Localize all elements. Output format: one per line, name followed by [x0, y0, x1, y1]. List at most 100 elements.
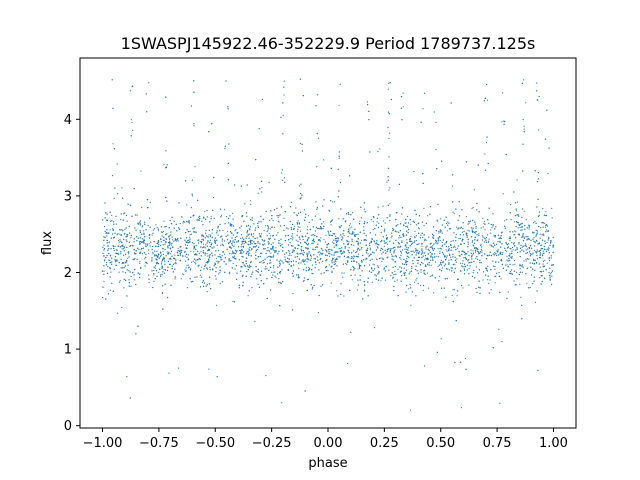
data-point: [340, 225, 342, 227]
data-point: [416, 249, 418, 251]
data-point: [492, 253, 494, 255]
data-point: [517, 233, 519, 235]
data-point: [234, 237, 236, 239]
data-point: [347, 250, 350, 252]
data-point: [179, 249, 181, 251]
data-point: [248, 252, 250, 254]
data-point: [252, 246, 254, 248]
data-point: [516, 201, 519, 203]
data-point: [277, 266, 279, 268]
data-point: [228, 273, 230, 275]
data-point: [279, 225, 282, 227]
data-point: [203, 246, 205, 248]
data-point: [526, 267, 528, 269]
data-point: [292, 245, 294, 247]
data-point: [301, 252, 303, 254]
data-point: [398, 246, 400, 248]
data-point: [435, 149, 437, 151]
data-point: [269, 235, 271, 237]
data-point: [517, 227, 519, 229]
data-point: [166, 200, 168, 202]
data-point: [518, 274, 521, 276]
data-point: [297, 220, 299, 222]
data-point: [112, 228, 114, 230]
data-point: [302, 250, 304, 252]
data-point: [480, 243, 482, 245]
data-point: [422, 108, 424, 110]
data-point: [359, 249, 361, 251]
data-point: [135, 214, 137, 216]
data-point: [126, 235, 128, 237]
data-point: [484, 238, 486, 240]
data-point: [301, 143, 303, 145]
data-point: [205, 244, 207, 246]
data-point: [397, 268, 399, 270]
data-point: [257, 226, 259, 228]
data-point: [140, 240, 142, 243]
data-point: [363, 232, 365, 234]
data-point: [183, 274, 185, 276]
data-point: [413, 242, 415, 244]
data-point: [113, 197, 115, 200]
data-point: [202, 234, 204, 236]
data-point: [488, 222, 490, 224]
data-point: [419, 251, 421, 253]
data-point: [118, 281, 121, 283]
data-point: [108, 248, 110, 250]
data-point: [444, 278, 446, 280]
data-point: [552, 246, 554, 248]
data-point: [121, 248, 123, 250]
data-point: [338, 226, 340, 228]
data-point: [145, 256, 147, 258]
data-point: [509, 247, 511, 250]
data-point: [204, 252, 206, 254]
data-point: [123, 213, 125, 215]
data-point: [415, 224, 418, 226]
data-point: [245, 212, 248, 214]
data-point: [215, 267, 217, 269]
data-point: [536, 290, 538, 292]
data-point: [463, 242, 465, 245]
data-point: [195, 231, 197, 233]
data-point: [202, 238, 205, 240]
data-point: [388, 269, 390, 271]
data-point: [454, 256, 456, 258]
data-point: [522, 119, 524, 121]
data-point: [249, 261, 252, 264]
data-point: [503, 120, 505, 122]
data-point: [159, 255, 162, 257]
data-point: [441, 252, 444, 254]
data-point: [550, 255, 552, 257]
data-point: [480, 262, 482, 264]
data-point: [386, 181, 388, 183]
data-point: [309, 228, 311, 231]
data-point: [389, 215, 391, 217]
data-point: [366, 258, 368, 260]
data-point: [437, 239, 439, 241]
data-point: [394, 249, 396, 251]
data-point: [299, 238, 301, 240]
data-point: [312, 240, 314, 242]
data-point: [263, 229, 265, 232]
data-point: [466, 258, 468, 260]
data-point: [316, 227, 318, 230]
data-point: [238, 259, 240, 261]
data-point: [186, 256, 188, 258]
data-point: [533, 263, 535, 265]
data-point: [343, 272, 345, 274]
data-point: [551, 275, 553, 277]
data-point: [401, 240, 403, 242]
data-point: [500, 246, 502, 248]
data-point: [420, 234, 422, 236]
data-point: [529, 253, 532, 255]
data-point: [548, 257, 550, 259]
data-point: [386, 243, 389, 245]
data-point: [487, 255, 489, 257]
data-point: [509, 239, 511, 241]
data-point: [367, 277, 369, 279]
data-point: [430, 264, 432, 266]
data-point: [140, 170, 142, 172]
data-point: [353, 250, 355, 252]
data-point: [271, 215, 273, 217]
data-point: [286, 227, 288, 229]
